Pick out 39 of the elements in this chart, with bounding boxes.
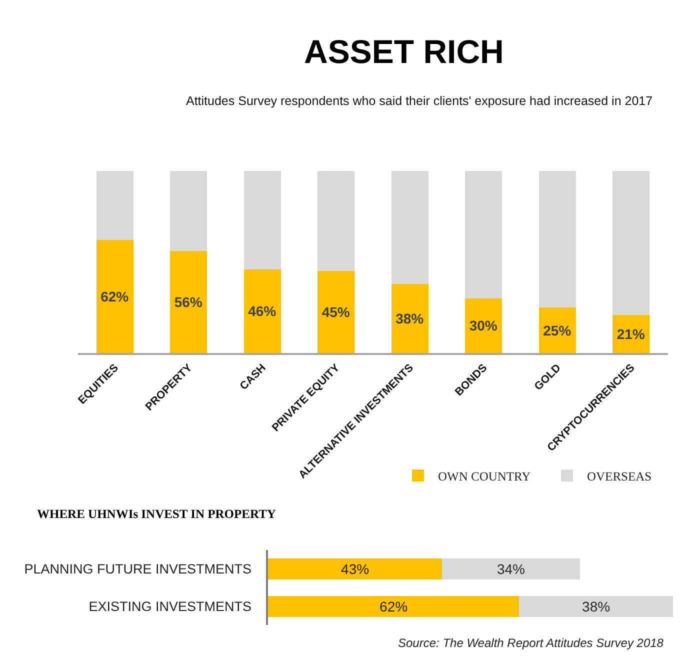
y-tick-label: PLANNING FUTURE INVESTMENTS — [24, 561, 252, 576]
data-label: 56% — [174, 294, 203, 310]
bar — [170, 251, 208, 353]
legend-label: OVERSEAS — [587, 470, 652, 484]
bar — [244, 171, 281, 270]
data-label: 43% — [341, 560, 370, 577]
data-label: 38% — [582, 598, 610, 614]
text: WHERE UHNWIs INVEST IN PROPERTY — [37, 507, 276, 521]
bar — [391, 284, 428, 353]
chart-title: ASSET RICH — [304, 33, 504, 70]
bar — [244, 269, 281, 353]
bar — [612, 171, 650, 315]
bar — [465, 298, 502, 353]
legend-label: OWN COUNTRY — [438, 470, 531, 484]
chart-subtitle: Attitudes Survey respondents who said their clients' exposure had increased in 2017 — [186, 94, 653, 108]
bar — [96, 171, 134, 240]
data-label: 25% — [543, 322, 572, 338]
data-label: 62% — [100, 288, 130, 305]
bar — [96, 240, 134, 353]
bar — [538, 171, 576, 308]
y-tick-label: EXISTING INVESTMENTS — [88, 598, 252, 614]
bar — [519, 596, 673, 617]
data-label: 62% — [380, 598, 408, 614]
bar — [391, 171, 428, 284]
bar — [442, 558, 580, 580]
bar — [170, 171, 208, 252]
data-label: 38% — [396, 310, 424, 326]
bar — [465, 171, 502, 298]
data-label: 30% — [469, 318, 498, 334]
bar — [268, 558, 442, 580]
source-note: Source: The Wealth Report Attitudes Survey 2018 — [398, 636, 664, 650]
bar — [538, 308, 576, 353]
bar — [318, 271, 355, 353]
data-label: 46% — [248, 303, 277, 320]
bar — [268, 596, 520, 617]
data-label: 34% — [496, 560, 526, 577]
data-label: 21% — [616, 326, 646, 342]
data-label: 45% — [322, 304, 350, 320]
bar — [318, 171, 355, 272]
